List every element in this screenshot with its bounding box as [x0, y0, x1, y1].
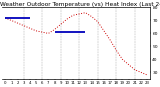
Title: Milwaukee Weather Outdoor Temperature (vs) Heat Index (Last 24 Hours): Milwaukee Weather Outdoor Temperature (v…	[0, 2, 160, 7]
